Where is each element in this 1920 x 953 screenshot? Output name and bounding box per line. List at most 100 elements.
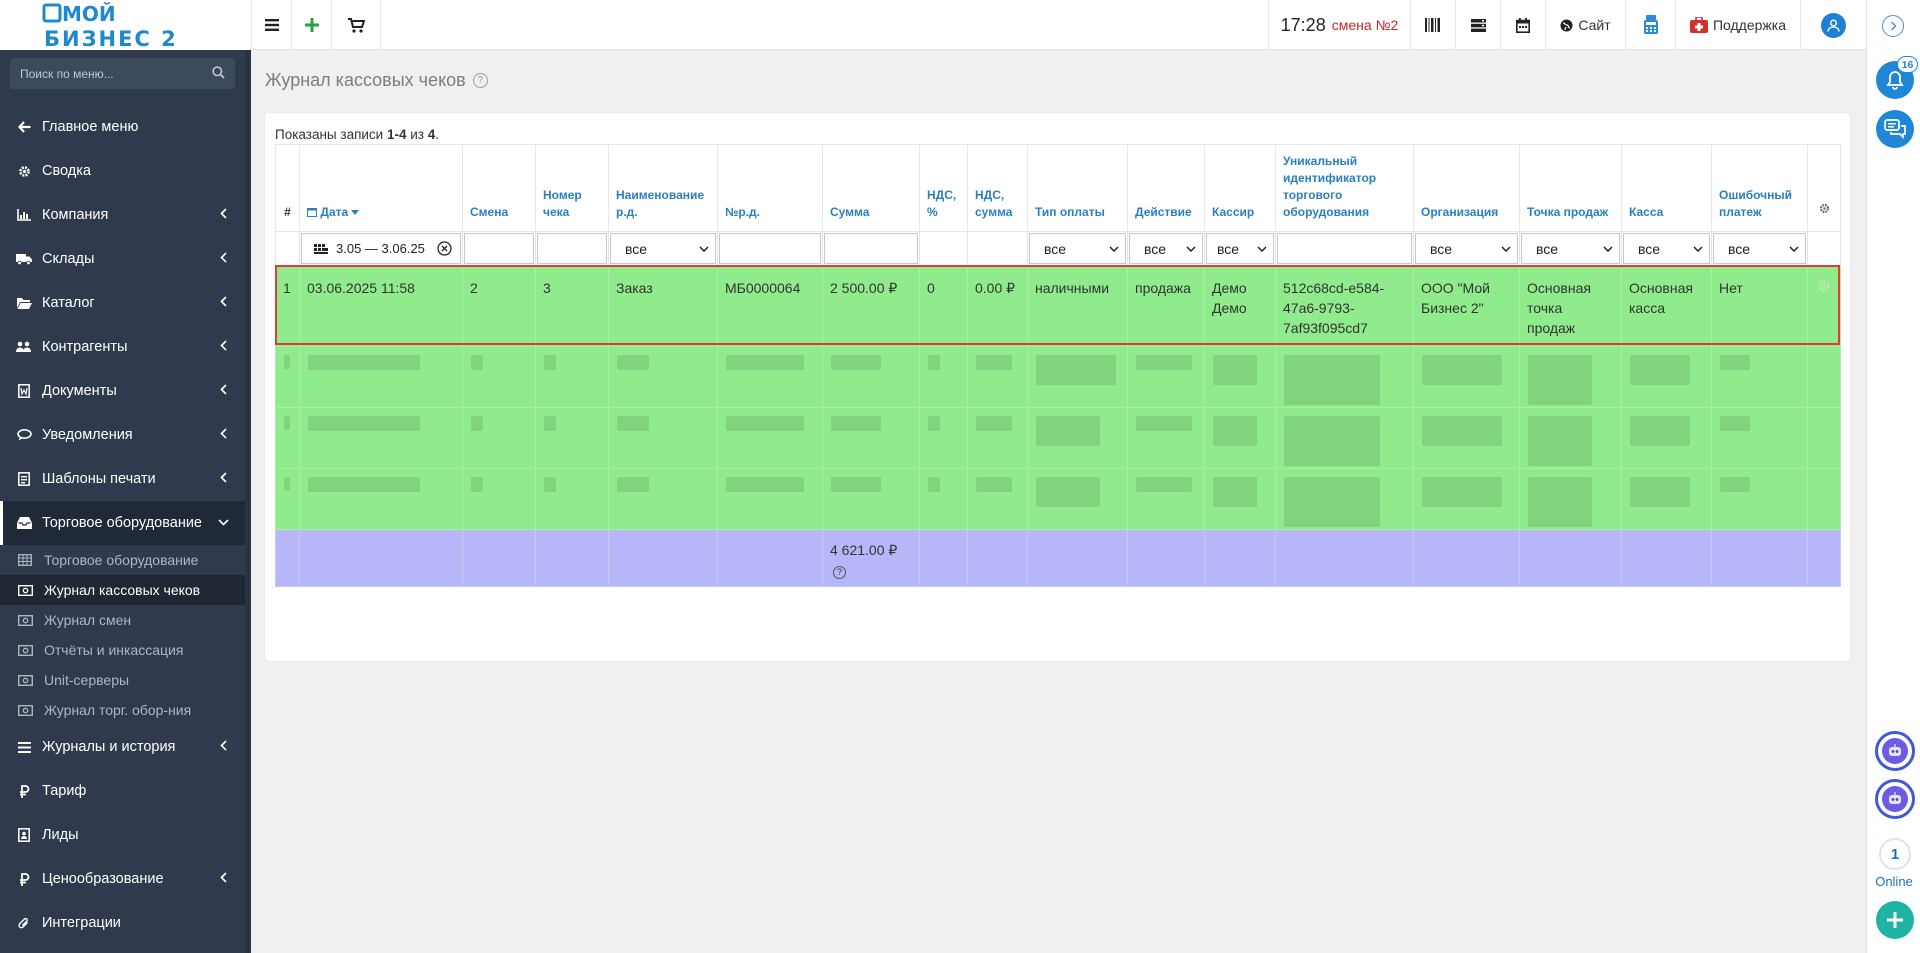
column-header-check-number[interactable]: Номер чека — [535, 144, 609, 232]
sidebar-item-contractors[interactable]: Контрагенты — [0, 325, 245, 369]
add-float-button[interactable] — [1876, 901, 1914, 939]
online-count[interactable]: 1 — [1879, 838, 1911, 870]
sidebar-subitem-trade-equipment[interactable]: Торговое оборудование — [0, 545, 245, 575]
check-number-filter-input[interactable] — [537, 233, 607, 264]
calendar-button[interactable] — [1500, 0, 1545, 50]
organization-filter-select[interactable]: все — [1415, 233, 1518, 264]
cell-redacted — [608, 468, 718, 530]
clear-icon[interactable] — [437, 241, 452, 256]
chat-button[interactable] — [1876, 110, 1914, 148]
sidebar-item-catalog[interactable]: Каталог — [0, 281, 245, 325]
cell-row-settings[interactable] — [1807, 265, 1841, 347]
sidebar-item-main-menu[interactable]: Главное меню — [0, 105, 245, 149]
cell-sum: 2 500.00 ₽ — [822, 265, 920, 347]
total-cell — [1413, 529, 1520, 587]
table-row-redacted[interactable] — [275, 468, 1841, 530]
sidebar-item-summary[interactable]: Сводка — [0, 149, 245, 193]
sidebar-item-integrations[interactable]: Интеграции — [0, 901, 245, 945]
column-header-error-payment[interactable]: Ошибочный платеж — [1711, 144, 1808, 232]
column-header-vat-percent[interactable]: НДС, % — [919, 144, 968, 232]
column-header-sum[interactable]: Сумма — [822, 144, 920, 232]
total-cell — [967, 529, 1028, 587]
assistant-avatar-2[interactable] — [1875, 779, 1915, 819]
sidebar-item-print-templates[interactable]: Шаблоны печати — [0, 457, 245, 501]
column-header-payment-type[interactable]: Тип оплаты — [1027, 144, 1128, 232]
sidebar-item-tariff[interactable]: Тариф — [0, 769, 245, 813]
cash-register-button[interactable] — [1625, 0, 1675, 50]
support-button[interactable]: Поддержка — [1675, 0, 1800, 50]
sidebar-subitem-reports[interactable]: Отчёты и инкассация — [0, 635, 245, 665]
sidebar-item-pricing[interactable]: Ценообразование — [0, 857, 245, 901]
date-range-filter[interactable]: 3.05 — 3.06.25 — [301, 233, 461, 264]
doc-name-filter-select[interactable]: все — [610, 233, 716, 264]
add-button[interactable] — [291, 0, 331, 50]
page-title-text: Журнал кассовых чеков — [265, 70, 466, 90]
action-filter-select[interactable]: все — [1129, 233, 1203, 264]
column-header-point-of-sale[interactable]: Точка продаж — [1519, 144, 1622, 232]
error-payment-filter-select[interactable]: все — [1713, 233, 1806, 264]
shift-filter-input[interactable] — [464, 233, 534, 264]
table-row-redacted[interactable] — [275, 346, 1841, 408]
menu-toggle-button[interactable] — [251, 0, 291, 50]
sidebar-item-warehouses[interactable]: Склады — [0, 237, 245, 281]
device-id-filter-input[interactable] — [1277, 233, 1412, 264]
search-icon[interactable] — [212, 66, 225, 79]
help-icon[interactable]: ? — [833, 565, 846, 579]
cart-button[interactable] — [331, 0, 381, 50]
column-header-action[interactable]: Действие — [1127, 144, 1205, 232]
doc-number-filter-input[interactable] — [719, 233, 821, 264]
payment-type-filter-select[interactable]: все — [1029, 233, 1126, 264]
column-header-cashier[interactable]: Кассир — [1204, 144, 1276, 232]
filter-cell-device-id — [1275, 231, 1414, 266]
sidebar-subitem-label: Журнал торг. обор-ния — [44, 702, 192, 718]
table-row-redacted[interactable] — [275, 407, 1841, 469]
collapse-rail-button[interactable] — [1882, 15, 1904, 37]
sidebar-item-journals-history[interactable]: Журналы и история — [0, 725, 245, 769]
menu-search-input[interactable] — [10, 58, 200, 89]
assistant-avatar-1[interactable] — [1875, 731, 1915, 771]
shift-status[interactable]: 17:28 смена №2 — [1268, 0, 1410, 50]
chevron-down-icon — [218, 519, 229, 526]
column-settings-button[interactable] — [1807, 144, 1841, 232]
cashier-filter-select[interactable]: все — [1206, 233, 1274, 264]
sidebar-item-documents[interactable]: Документы — [0, 369, 245, 413]
column-header-shift[interactable]: Смена — [462, 144, 536, 232]
sum-filter-input[interactable] — [824, 233, 918, 264]
column-header-doc-number[interactable]: №р.д. — [717, 144, 823, 232]
profile-button[interactable] — [1800, 0, 1866, 50]
sidebar-subitem-equipment-journal[interactable]: Журнал торг. обор-ния — [0, 695, 245, 725]
register-filter-select[interactable]: все — [1623, 233, 1710, 264]
column-header-doc-name[interactable]: Наименование р.д. — [608, 144, 718, 232]
sidebar-subitem-shifts-journal[interactable]: Журнал смен — [0, 605, 245, 635]
sidebar-subitem-receipts-journal[interactable]: Журнал кассовых чеков — [0, 575, 245, 605]
column-header-register[interactable]: Касса — [1621, 144, 1712, 232]
table-row[interactable]: 1 03.06.2025 11:58 2 3 Заказ МБ0000064 2… — [275, 265, 1841, 347]
support-label: Поддержка — [1712, 17, 1787, 33]
column-header-vat-sum[interactable]: НДС, сумма — [967, 144, 1028, 232]
sidebar-item-trade-equipment[interactable]: Торговое оборудование — [0, 501, 245, 545]
chevron-down-icon — [1257, 245, 1267, 252]
sidebar-scrollbar[interactable] — [245, 50, 251, 953]
help-icon[interactable]: ? — [472, 73, 488, 88]
cell-redacted — [1621, 468, 1712, 530]
column-header-organization[interactable]: Организация — [1413, 144, 1520, 232]
cell-check-number: 3 — [535, 265, 609, 347]
select-value: все — [1430, 240, 1453, 257]
sidebar-item-leads[interactable]: Лиды — [0, 813, 245, 857]
sidebar-item-label: Лиды — [42, 827, 79, 843]
server-button[interactable] — [1455, 0, 1500, 50]
logo[interactable]: МОЙ БИЗНЕС 2 — [0, 0, 250, 50]
sidebar-item-notifications[interactable]: Уведомления — [0, 413, 245, 457]
chevron-left-icon — [220, 472, 227, 483]
column-header-date[interactable]: Дата — [299, 144, 463, 232]
site-button[interactable]: Сайт — [1545, 0, 1625, 50]
filter-cell-doc-number — [717, 231, 823, 266]
total-cell — [535, 529, 609, 587]
point-of-sale-filter-select[interactable]: все — [1521, 233, 1620, 264]
sidebar-subitem-unit-servers[interactable]: Unit-серверы — [0, 665, 245, 695]
ruble-icon — [16, 871, 32, 887]
contact-icon — [16, 827, 32, 843]
barcode-button[interactable] — [1410, 0, 1455, 50]
column-header-device-id[interactable]: Уникальный идентификатор торгового обору… — [1275, 144, 1414, 232]
sidebar-item-company[interactable]: Компания — [0, 193, 245, 237]
